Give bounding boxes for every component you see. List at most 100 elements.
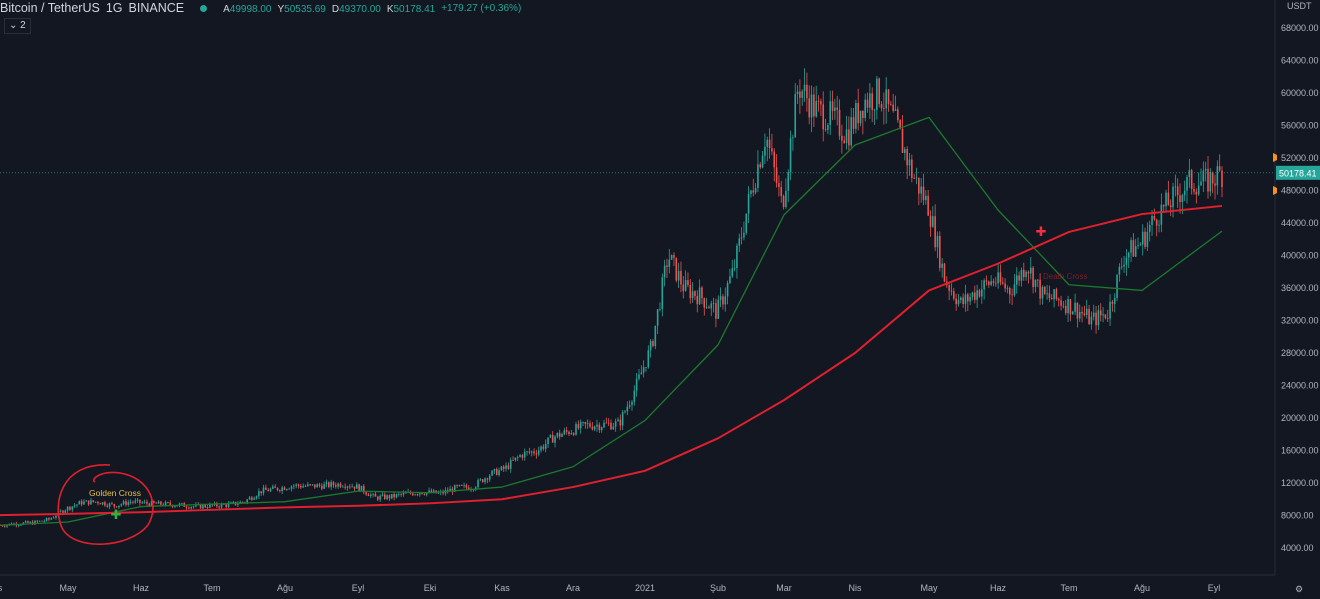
candle-body [92,500,95,502]
candle-body [885,89,887,109]
candle-body [437,492,440,494]
candle-body [892,104,894,111]
candle-body [876,78,878,110]
candle-body [568,431,570,435]
candle-body [929,215,932,227]
candle-body [50,518,53,520]
candle-body [908,159,911,166]
candle-body [78,501,81,505]
price-tick: 40000.00 [1281,251,1319,261]
candle-body [157,501,160,504]
candle-body [535,453,538,455]
candle-body [775,167,778,183]
candle-body [957,299,960,305]
candle-body [666,265,668,267]
candle-body [122,501,125,505]
candle-body [36,520,39,522]
price-tick: 36000.00 [1281,283,1319,293]
candle-body [792,137,794,139]
candle-body [731,268,734,277]
candle-body [789,138,792,173]
indicator-count: 2 [20,20,26,31]
candle-body [206,507,209,509]
candle-body [216,503,218,507]
candle-body [838,109,841,136]
candle-body [383,494,386,500]
price-tick: 64000.00 [1281,56,1319,66]
candle-body [796,91,799,95]
symbol-title[interactable]: Bitcoin / TetherUS [0,1,100,15]
candle-body [330,482,332,487]
candle-body [591,426,594,430]
candle-body [267,489,269,492]
candle-body [850,117,853,146]
candle-body [290,486,293,489]
candle-body [281,487,283,491]
candle-body [251,497,253,500]
candle-body [635,378,638,391]
candle-body [701,287,703,299]
candle-body [927,195,929,216]
time-tick: Kas [494,583,510,593]
indicators-toggle[interactable]: ⌄ 2 [4,18,31,34]
candle-body [451,488,454,492]
time-tick: Ağu [1134,583,1150,593]
candle-body [129,501,132,503]
candle-body [1148,224,1151,232]
candle-body [255,496,258,499]
candle-body [139,499,141,503]
interval[interactable]: 1G [105,1,123,15]
candle-body [537,450,540,455]
candle-body [428,490,430,493]
candle-body [134,500,137,503]
candle-body [628,405,631,407]
candle-body [962,297,964,304]
candle-body [379,495,381,500]
low-value: 49370.00 [339,4,381,15]
price-alert-icon [1273,186,1277,195]
candle-body [549,435,552,438]
candle-body [642,367,645,373]
candle-body [1197,185,1200,195]
candle-body [710,303,713,309]
candle-body [430,490,433,493]
candle-body [1064,306,1067,314]
candle-body [423,494,426,495]
candle-body [374,493,377,497]
candle-body [1013,284,1016,296]
candle-body [1174,186,1177,188]
candle-body [153,500,155,503]
candle-body [325,482,328,485]
candle-body [491,470,493,476]
candle-body [1130,240,1132,253]
currency-label: USDT [1287,1,1312,11]
candle-body [1109,301,1111,319]
candle-body [1144,231,1146,247]
candle-body [449,488,451,492]
price-tick: 16000.00 [1281,446,1319,456]
candle-body [682,284,685,291]
candle-body [202,505,204,509]
candle-body [402,492,405,495]
candle-body [582,422,584,423]
candle-body [1053,289,1055,300]
candle-body [71,506,74,510]
candle-body [941,263,943,268]
candle-body [246,499,248,503]
candle-body [815,100,818,117]
candle-body [111,503,113,505]
chart-header: Bitcoin / TetherUS 1G BINANCE A49998.00 … [0,0,521,16]
candle-body [17,525,20,526]
candle-body [696,296,699,305]
candle-body [1015,275,1018,285]
candle-body [48,518,50,520]
candle-body [1069,299,1072,315]
candle-body [80,501,83,505]
time-tick: 2021 [635,583,655,593]
candle-body [740,237,743,239]
candle-body [950,290,953,292]
golden-cross-label: Golden Cross [89,488,141,498]
candle-body [521,455,524,458]
candle-body [598,424,601,431]
